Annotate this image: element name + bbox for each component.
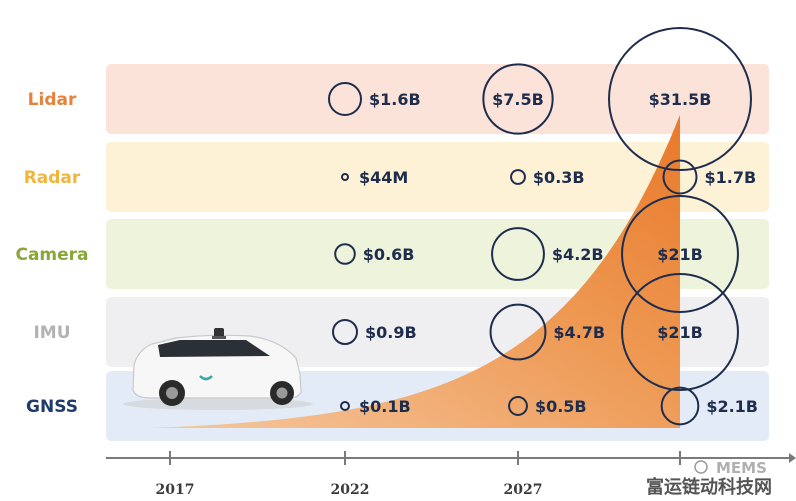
bubble-camera-2022 <box>334 243 356 265</box>
bubble-radar-2027 <box>510 169 526 185</box>
growth-area-shape <box>150 115 680 428</box>
row-label-imu: IMU <box>33 323 70 343</box>
watermark: MEMS 富运链动科技网 <box>640 459 792 498</box>
bubble-gnss-2032 <box>660 386 700 426</box>
growth-area <box>150 115 680 428</box>
bubble-imu-2032 <box>621 273 739 391</box>
value-label-camera-2027: $4.2B <box>552 245 604 264</box>
watermark-site-text: 富运链动科技网 <box>646 476 772 498</box>
x-axis-arrow-icon <box>789 453 796 463</box>
x-tick-label-2022: 2022 <box>331 482 370 498</box>
bubble-radar-2022 <box>341 173 349 181</box>
value-label-radar-2027: $0.3B <box>533 168 585 187</box>
x-tick-label-2027: 2027 <box>504 482 543 498</box>
value-label-gnss-2032: $2.1B <box>706 397 758 416</box>
row-labels: Lidar Radar Camera IMU GNSS <box>15 90 88 417</box>
row-label-radar: Radar <box>24 168 81 188</box>
bubble-lidar-2027 <box>482 63 554 135</box>
x-axis: 2017 2022 2027 <box>106 451 796 498</box>
row-label-camera: Camera <box>15 245 88 265</box>
value-label-camera-2022: $0.6B <box>363 245 415 264</box>
autonomous-car-image <box>123 328 313 410</box>
bubbles: $1.6B $7.5B $31.5B $44M $0.3B $1.7B $0.6B $4.2B… <box>328 27 758 426</box>
bubble-camera-2032 <box>621 195 739 313</box>
value-label-imu-2032: $21B <box>657 323 703 342</box>
watermark-logo-icon <box>694 460 708 474</box>
value-label-lidar-2032: $31.5B <box>649 90 712 109</box>
bubble-gnss-2027 <box>508 396 528 416</box>
row-label-gnss: GNSS <box>26 397 78 417</box>
value-label-radar-2032: $1.7B <box>704 168 756 187</box>
value-label-imu-2022: $0.9B <box>365 323 417 342</box>
value-label-lidar-2027: $7.5B <box>492 90 544 109</box>
x-tick-label-2017: 2017 <box>156 482 195 498</box>
value-label-gnss-2027: $0.5B <box>535 397 587 416</box>
bubble-gnss-2022 <box>340 401 350 411</box>
band-radar <box>106 142 769 212</box>
band-lidar <box>106 64 769 134</box>
bubble-lidar-2032 <box>608 27 752 171</box>
row-label-lidar: Lidar <box>28 90 77 110</box>
value-label-radar-2022: $44M <box>359 168 408 187</box>
bubble-camera-2027 <box>491 227 545 281</box>
bubble-imu-2027 <box>489 303 547 361</box>
bubble-radar-2032 <box>662 159 698 195</box>
value-label-gnss-2022: $0.1B <box>359 397 411 416</box>
bubble-imu-2022 <box>332 319 358 345</box>
value-label-lidar-2022: $1.6B <box>369 90 421 109</box>
value-label-camera-2032: $21B <box>657 245 703 264</box>
watermark-logo-text: MEMS <box>716 459 767 477</box>
value-label-imu-2027: $4.7B <box>553 323 605 342</box>
bubble-lidar-2022 <box>328 82 362 116</box>
